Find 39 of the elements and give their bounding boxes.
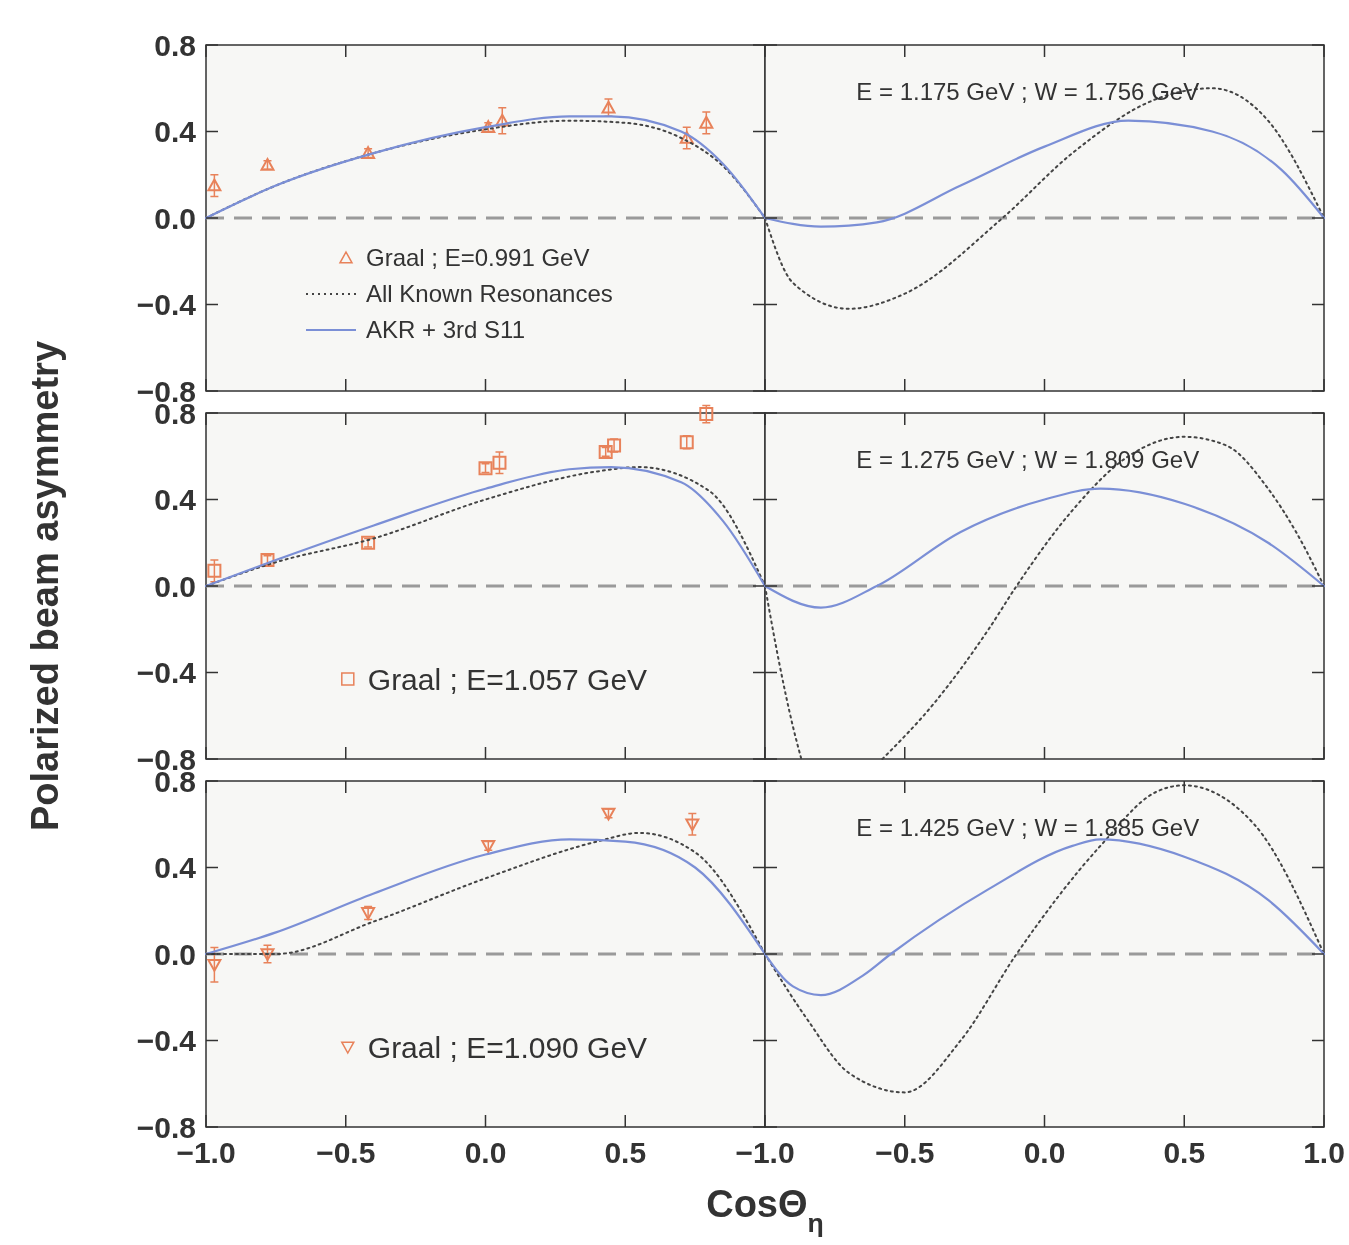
x-tick-label: −0.5: [316, 1136, 376, 1169]
y-tick-label: −0.4: [136, 656, 197, 689]
point: [207, 563, 222, 578]
point: [207, 178, 222, 192]
point: [492, 455, 507, 470]
x-tick-label: 0.5: [1163, 1136, 1206, 1169]
legend-label: Graal ; E=1.057 GeV: [367, 662, 648, 696]
x-tick-label: 0.5: [604, 1136, 647, 1169]
x-tick-label: −0.5: [875, 1136, 935, 1169]
x-tick-label: 1.0: [1303, 1136, 1345, 1169]
y-tick-label: 0.4: [154, 851, 197, 884]
legend-label: Graal ; E=0.991 GeV: [366, 244, 590, 272]
legend-label: Graal ; E=1.090 GeV: [367, 1030, 648, 1064]
point: [260, 948, 275, 961]
y-tick-label: 0.4: [154, 483, 197, 516]
y-tick-label: −0.4: [136, 288, 197, 321]
legend-label: All Known Resonances: [366, 280, 613, 308]
x-axis-title: CosΘ$_{η}$: [706, 1183, 824, 1238]
y-tick-label: 0.4: [154, 115, 197, 148]
y-tick-label: 0.0: [154, 569, 196, 603]
x-tick-label: 0.0: [1023, 1136, 1066, 1169]
y-tick-label: −0.4: [136, 1024, 197, 1057]
point: [685, 818, 700, 832]
x-tick-label: 0.0: [464, 1136, 507, 1169]
y-tick-label: 0.0: [154, 937, 196, 971]
point: [207, 959, 222, 972]
point: [699, 115, 714, 129]
point: [679, 130, 694, 144]
point: [495, 113, 510, 127]
annotation: E = 1.275 GeV ; W = 1.809 GeV: [856, 446, 1200, 473]
y-axis-title: Polarized beam asymmetry: [24, 340, 66, 832]
y-tick-label: 0.0: [154, 201, 196, 235]
point: [601, 100, 616, 114]
annotation: E = 1.425 GeV ; W = 1.885 GeV: [856, 814, 1200, 841]
y-tick-label: −0.8: [136, 1110, 196, 1144]
legend-label: AKR + 3rd S11: [366, 316, 525, 344]
annotation: E = 1.175 GeV ; W = 1.756 GeV: [856, 78, 1200, 105]
x-tick-label: −1.0: [735, 1136, 795, 1169]
y-tick-label: 0.8: [154, 28, 196, 62]
